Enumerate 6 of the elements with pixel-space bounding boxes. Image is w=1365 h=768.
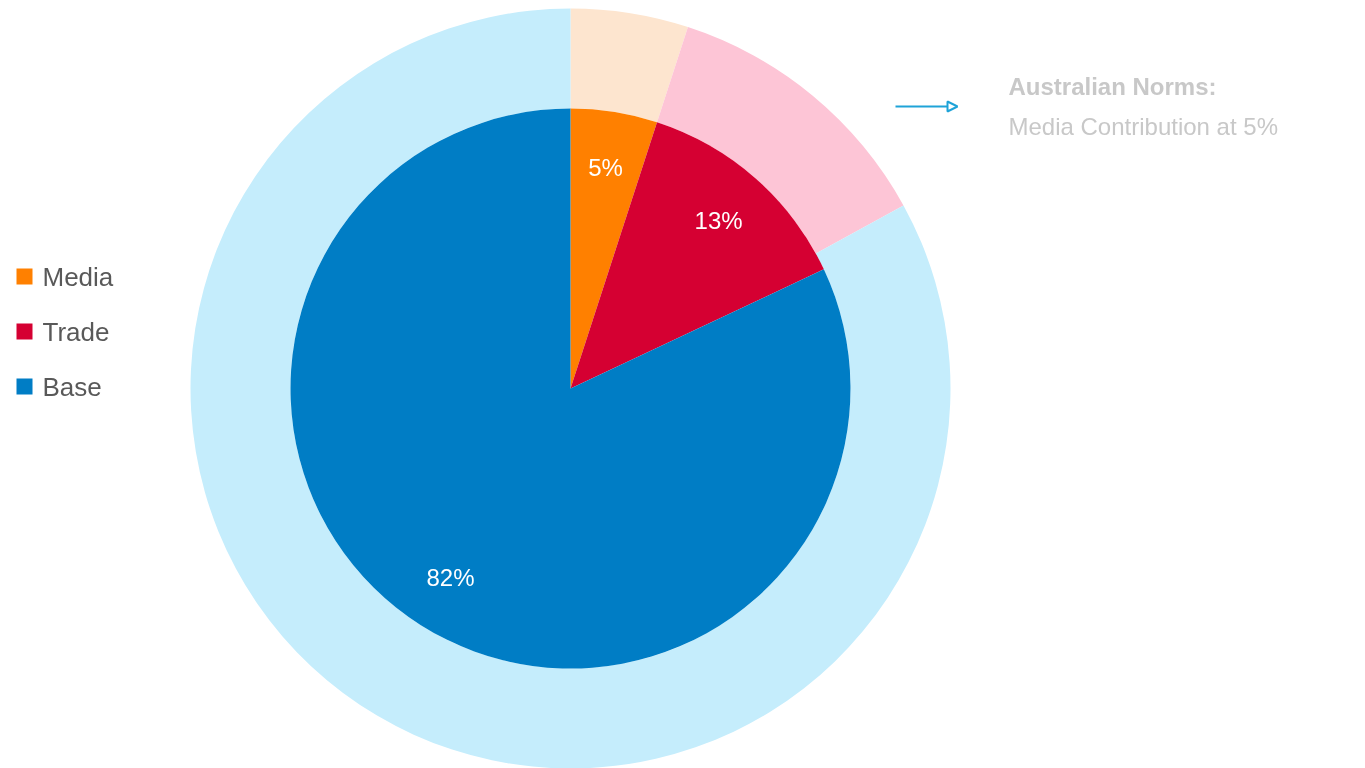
data-label: 82% bbox=[426, 564, 475, 592]
legend-label: Media bbox=[42, 261, 114, 292]
legend-label: Trade bbox=[42, 316, 110, 347]
legend-label: Base bbox=[42, 371, 102, 402]
data-label: 13% bbox=[694, 206, 743, 234]
data-label: 5% bbox=[588, 153, 623, 181]
